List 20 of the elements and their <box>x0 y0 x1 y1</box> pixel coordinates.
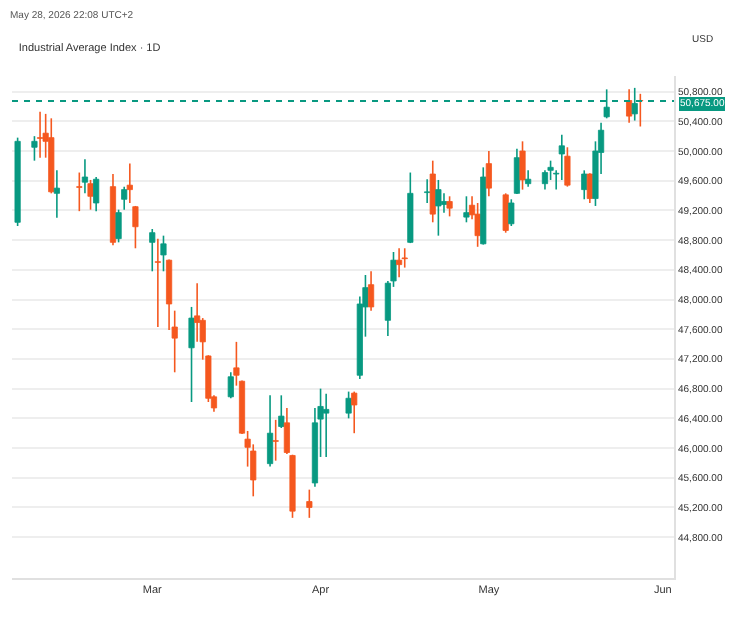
candlestick <box>446 195 453 218</box>
candlestick <box>115 208 122 244</box>
candlestick <box>463 195 470 224</box>
candlestick <box>31 135 38 162</box>
candlestick <box>76 171 83 212</box>
candlestick <box>272 419 279 462</box>
candlestick <box>160 234 167 273</box>
candlestick <box>351 390 358 434</box>
candlestick <box>558 133 565 181</box>
candlestick <box>132 205 139 250</box>
candlestick <box>306 488 313 519</box>
candlestick <box>435 179 442 237</box>
candlestick <box>508 198 515 227</box>
candlestick <box>564 146 571 188</box>
candlestick <box>345 390 352 420</box>
candlestick <box>14 136 21 227</box>
candlestick <box>519 140 526 191</box>
candlestick <box>407 171 414 244</box>
candlestick <box>401 247 408 269</box>
candlestick <box>188 306 195 403</box>
